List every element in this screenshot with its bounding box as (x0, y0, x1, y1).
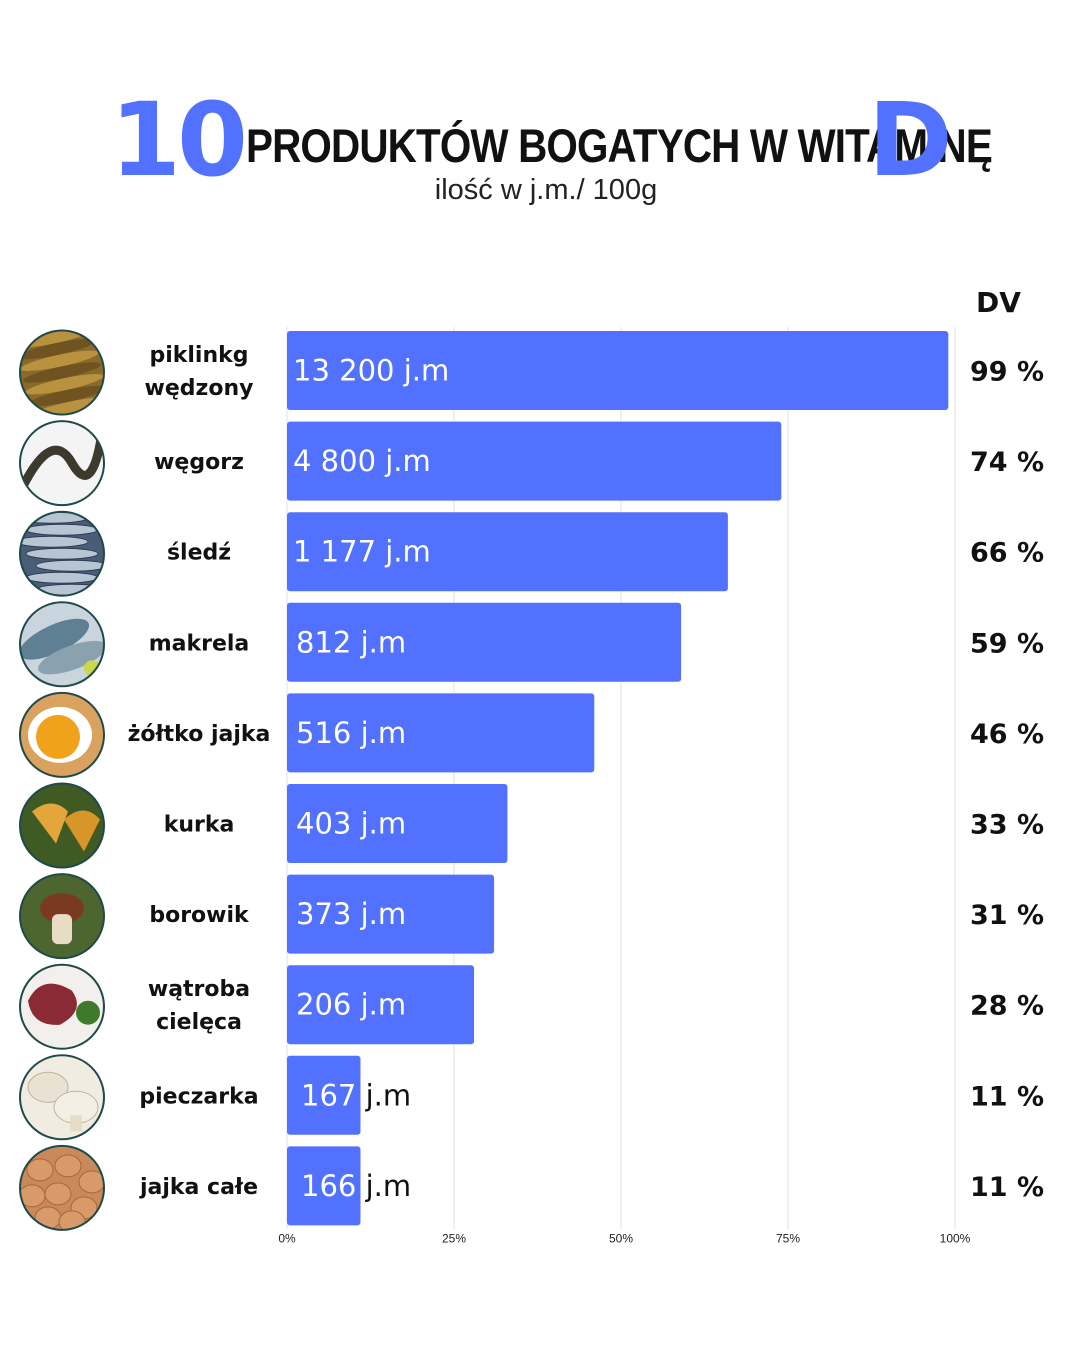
bar (287, 421, 782, 501)
category-label: śledź (167, 541, 231, 566)
bar (287, 874, 495, 954)
bar-value-label: 1 177 j.m (293, 535, 431, 569)
category-label: wątroba (148, 977, 250, 1002)
bar (287, 331, 949, 410)
x-tick-label: 100% (940, 1231, 971, 1245)
eggs-icon (19, 1144, 105, 1231)
x-tick-label: 75% (776, 1231, 800, 1245)
dv-value-label: 28 % (970, 991, 1044, 1022)
category-label: makrela (149, 631, 250, 656)
dv-value-label: 11 % (970, 1081, 1044, 1112)
category-label: borowik (149, 903, 250, 928)
herring-icon (19, 510, 105, 597)
category-label: jajka całe (139, 1175, 258, 1200)
dv-value-label: 74 % (970, 447, 1044, 478)
bar (287, 602, 682, 682)
egg-yolk-icon (19, 691, 105, 778)
x-tick-label: 25% (442, 1231, 466, 1245)
title-number: 10 (110, 81, 248, 200)
bar-value-label: 166 j.m (301, 1169, 411, 1203)
bar (287, 1146, 361, 1226)
bar-value-label: 13 200 j.m (293, 354, 449, 388)
dv-value-label: 31 % (970, 900, 1044, 931)
bar (287, 1055, 361, 1135)
veal-liver-icon (19, 963, 105, 1050)
bar-value-label: 373 j.m (296, 897, 406, 931)
dv-value-label: 11 % (970, 1172, 1044, 1203)
champignon-icon (19, 1054, 105, 1141)
mackerel-icon (19, 601, 105, 688)
bar-value-label: 167 j.m (301, 1078, 411, 1112)
category-label: kurka (164, 813, 235, 838)
category-label: wędzony (145, 376, 254, 401)
bar-value-label: 812 j.m (296, 625, 406, 659)
bar (287, 693, 595, 773)
bar (287, 784, 508, 863)
dv-value-label: 46 % (970, 719, 1044, 750)
smoked-fish-icon (19, 329, 105, 416)
porcini-icon (19, 873, 105, 960)
category-label: cielęca (156, 1010, 242, 1035)
bar (287, 512, 728, 592)
chanterelle-icon (19, 782, 105, 869)
bar-value-label: 516 j.m (296, 716, 406, 750)
bar-value-label: 206 j.m (296, 988, 406, 1022)
bar-value-label: 4 800 j.m (293, 444, 431, 478)
bar-value-label: 403 j.m (296, 807, 406, 841)
page-title: PRODUKTÓW BOGATYCH W WITAMINĘ (246, 119, 993, 172)
dv-value-label: 33 % (970, 810, 1044, 841)
dv-value-label: 99 % (970, 357, 1044, 388)
title-letter: D (868, 81, 953, 200)
eel-icon (19, 420, 105, 507)
subtitle: ilość w j.m./ 100g (434, 174, 658, 206)
header: 10 PRODUKTÓW BOGATYCH W WITAMINĘ D ilość… (0, 86, 1080, 216)
category-label: pieczarka (139, 1084, 258, 1109)
category-label: węgorz (154, 450, 244, 475)
bar (287, 965, 475, 1045)
category-label: żółtko jajka (128, 722, 271, 747)
dv-value-label: 59 % (970, 628, 1044, 659)
x-tick-label: 0% (278, 1231, 296, 1245)
dv-value-label: 66 % (970, 538, 1044, 569)
category-label: piklinkg (149, 343, 248, 368)
x-tick-label: 50% (609, 1231, 633, 1245)
dv-column-header: DV (976, 286, 1021, 319)
